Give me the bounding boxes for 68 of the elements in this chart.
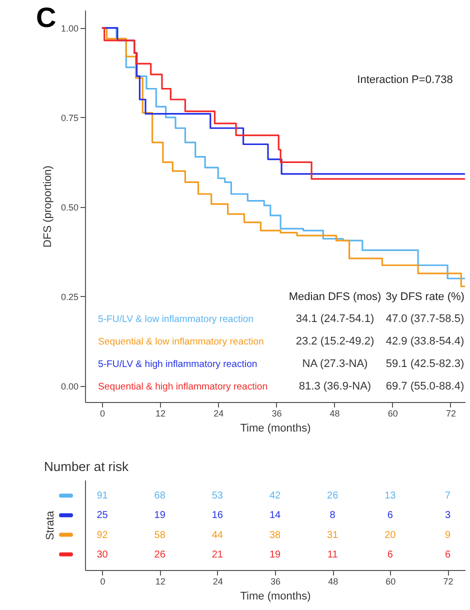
data-label: 25 [96,510,108,522]
data-label: 19 [154,510,166,522]
data-label: 92 [96,530,108,541]
data-label: 11 [327,549,338,560]
x-tick-label: 72 [446,408,456,418]
data-label: 91 [96,490,108,502]
data-label: 31 [327,530,339,541]
data-label: 26 [327,490,339,502]
x-tick-label: 60 [386,576,396,586]
y-tick-label: 0.50 [60,202,78,212]
data-label: 53 [212,490,224,502]
y-tick-label: 1.00 [60,23,78,34]
chart-title: Number at risk [44,459,130,474]
data-label: 68 [154,490,166,502]
data-label: 42 [269,490,281,502]
text: Sequential & low inflammatory reaction [98,336,264,348]
x-axis-title: Time (months) [240,590,311,602]
y-tick-label: 0.25 [60,292,78,302]
data-label: 26 [154,549,166,560]
data-label: 6 [444,549,451,560]
text: 5-FU/LV & low inflammatory reaction [98,314,254,325]
x-tick-label: 48 [330,408,340,418]
data-label: 14 [269,510,281,522]
annotation: 59.1 (42.5-82.3) [386,358,464,370]
x-tick-label: 12 [156,408,166,418]
data-label: 3 [444,510,451,522]
x-tick-label: 60 [388,408,398,418]
annotation: 47.0 (37.7-58.5) [386,313,464,325]
annotation: 42.9 (33.8-54.4) [386,336,464,348]
x-tick-label: 36 [272,408,282,418]
y-tick-label: 0.00 [60,381,78,392]
data-label: 6 [387,549,394,560]
annotation: 34.1 (24.7-54.1) [296,313,374,325]
annotation: NA (27.3-NA) [302,358,368,370]
data-label: 9 [444,530,451,541]
x-tick-label: 0 [100,576,106,586]
x-tick-label: 0 [100,408,105,418]
text: 5-FU/LV & high inflammatory reaction [98,359,258,370]
x-tick-label: 24 [212,576,223,586]
annotation: 3y DFS rate (%) [386,291,464,303]
annotation: 81.3 (36.9-NA) [298,380,372,392]
data-label: 6 [387,510,394,522]
data-label: 13 [384,490,396,502]
data-label: 21 [212,549,224,560]
x-tick-label: 36 [270,576,281,586]
x-tick-label: 48 [328,576,338,586]
data-label: 7 [444,490,451,502]
annotation: Median DFS (mos) [288,291,382,303]
y-tick-label: 0.75 [60,112,78,123]
chart-title: C [36,2,56,34]
data-label: 58 [154,530,166,541]
y-axis-title: Strata [44,510,56,540]
annotation: 69.7 (55.0-88.4) [386,380,464,392]
x-tick-label: 24 [214,408,224,418]
data-label: 30 [96,549,108,560]
data-label: 8 [330,510,336,522]
x-tick-label: 12 [155,576,166,586]
x-tick-label: 72 [443,576,454,586]
annotation: 23.2 (15.2-49.2) [296,336,374,348]
data-label: 38 [269,530,281,541]
data-label: 19 [269,549,281,560]
data-label: 20 [384,530,396,541]
data-label: 16 [212,510,224,522]
x-axis-title: Time (months) [240,422,311,434]
data-label: 44 [212,530,224,541]
annotation: Interaction P=0.738 [357,74,453,86]
text: Sequential & high inflammatory reaction [98,382,268,392]
y-axis-title: DFS (proportion) [42,166,54,248]
